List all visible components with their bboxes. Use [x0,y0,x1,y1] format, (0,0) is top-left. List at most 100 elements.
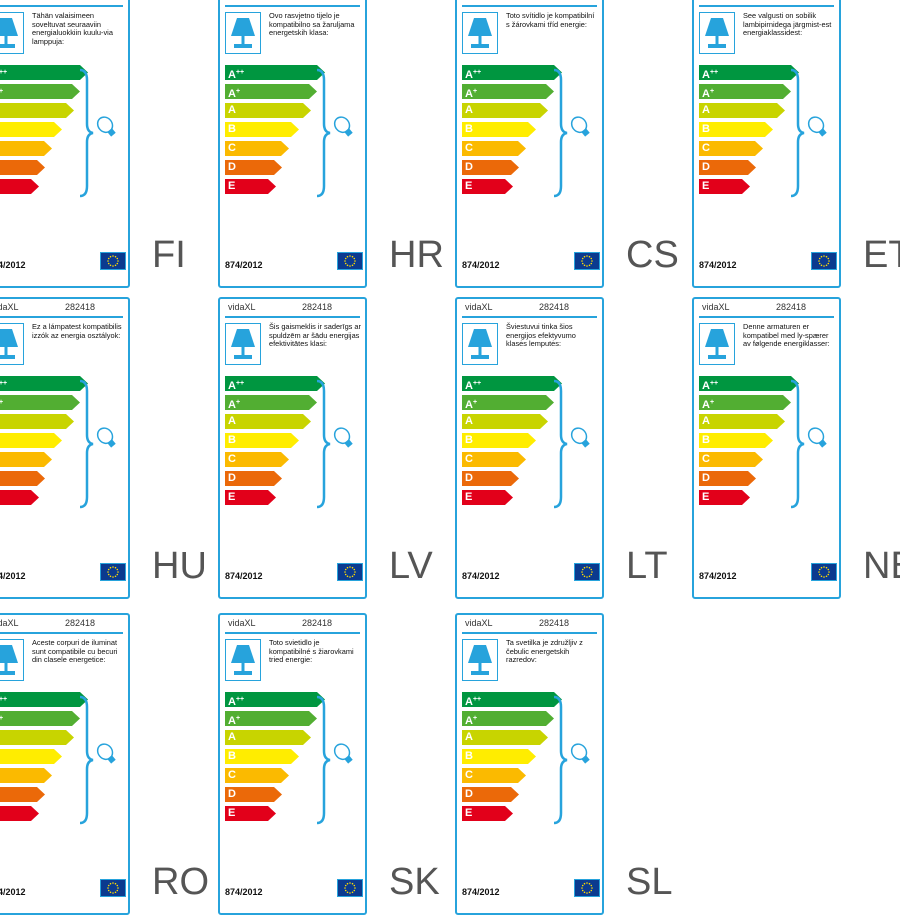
energy-class-arrow: B [225,122,299,137]
language-code: HR [389,234,444,276]
energy-class-arrow: B [462,433,536,448]
product-code: 282418 [776,0,806,1]
header-divider [225,316,360,318]
language-code: FI [152,234,186,276]
energy-label-card: vidaXL 282418 Ovo rasvjetno tijelo je komp… [218,0,367,288]
brand-name: vidaXL [465,302,493,312]
header-divider [699,5,834,7]
header-divider [462,632,597,634]
light-bulb-icon [96,427,116,448]
brand-name: vidaXL [465,618,493,628]
product-code: 282418 [539,302,570,312]
compatibility-statement: Ta svetilka je združljiv z čebulic energ… [506,638,583,665]
bracket-icon [553,68,568,198]
energy-class-arrow: A [699,103,785,118]
energy-class-arrow: A [462,414,548,429]
regulation-number: 874/2012 [462,260,500,270]
energy-label-card: vidaXL 282418 Denne armaturen er kompatibe… [692,297,841,599]
energy-label-card: vidaXL 282418 Toto svítidlo je kompatibiln… [455,0,604,288]
energy-class-arrow: B [0,433,62,448]
eu-flag-icon [100,252,126,270]
lamp-icon [0,329,18,359]
lamp-icon [468,18,492,48]
header-divider [0,632,123,634]
header-divider [0,5,123,7]
regulation-number: 874/2012 [699,260,737,270]
language-code: LT [626,545,668,587]
brand-name: vidaXL [702,302,730,312]
lamp-icon [0,18,18,48]
compatibility-statement: See valgusti on sobilik lambipirnidega j… [743,11,832,38]
energy-class-arrow: A [225,730,311,745]
energy-class-arrow: E [0,806,39,821]
energy-class-arrow: A [0,414,74,429]
light-bulb-icon [96,116,116,137]
bracket-icon [79,695,94,825]
energy-class-arrow: C [462,141,526,156]
language-code: RO [152,861,209,903]
lamp-icon [231,329,255,359]
energy-class-arrow: A [462,730,548,745]
energy-class-arrow: C [225,768,289,783]
energy-class-arrow: C [462,452,526,467]
energy-class-arrow: A++ [0,692,88,707]
energy-label-card: vidaXL 282418 Ez a lámpatest kompatibilis … [0,297,130,599]
energy-class-arrow: B [699,122,773,137]
lamp-icon [705,18,729,48]
lamp-icon-box [462,323,498,365]
eu-flag-icon [811,563,837,581]
language-code: SL [626,861,673,903]
energy-class-arrow: B [225,749,299,764]
lamp-icon-box [462,639,498,681]
energy-class-arrow: E [225,490,276,505]
energy-class-arrow: C [699,452,763,467]
energy-class-arrow: D [0,787,45,802]
lamp-icon [231,18,255,48]
eu-flag-icon [574,879,600,897]
language-code: NB [863,545,900,587]
light-bulb-icon [570,116,590,137]
energy-class-arrow: E [462,490,513,505]
brand-name: vidaXL [0,0,19,1]
compatibility-statement: Ovo rasvjetno tijelo je kompatibilno sa … [269,11,355,38]
bracket-icon [553,695,568,825]
energy-class-arrow: E [0,179,39,194]
energy-class-arrow: C [699,141,763,156]
energy-class-arrow: D [699,160,756,175]
bracket-icon [790,379,805,509]
energy-class-arrow: A++ [462,376,562,391]
energy-class-arrow: C [0,768,52,783]
compatibility-statement: Šviestuvui tinka šios energijos efektyvu… [506,322,576,349]
product-code: 282418 [65,618,96,628]
eu-flag-icon [811,252,837,270]
energy-class-arrow: B [462,122,536,137]
lamp-icon [231,645,255,675]
brand-name: vidaXL [228,302,256,312]
energy-class-arrow: A++ [699,376,799,391]
energy-class-arrow: D [462,160,519,175]
energy-class-arrow: A [699,414,785,429]
energy-class-arrow: D [0,471,45,486]
energy-class-arrow: D [462,471,519,486]
energy-class-arrow: A++ [225,692,325,707]
energy-class-arrow: E [462,806,513,821]
bracket-icon [79,379,94,509]
brand-name: vidaXL [228,0,256,1]
compatibility-statement: Toto svítidlo je kompatibilní s žárovkam… [506,11,595,29]
regulation-number: 874/2012 [225,571,263,581]
energy-class-arrow: E [225,806,276,821]
eu-flag-icon [337,563,363,581]
energy-class-arrow: D [225,471,282,486]
energy-class-arrow: A [225,414,311,429]
eu-flag-icon [337,879,363,897]
energy-label-card: vidaXL 282418 See valgusti on sobilik lamb… [692,0,841,288]
lamp-icon-box [225,12,261,54]
energy-class-arrow: B [0,122,62,137]
energy-class-arrow: E [699,490,750,505]
lamp-icon-box [0,323,24,365]
energy-class-arrow: C [0,452,52,467]
product-code: 282418 [539,0,569,1]
